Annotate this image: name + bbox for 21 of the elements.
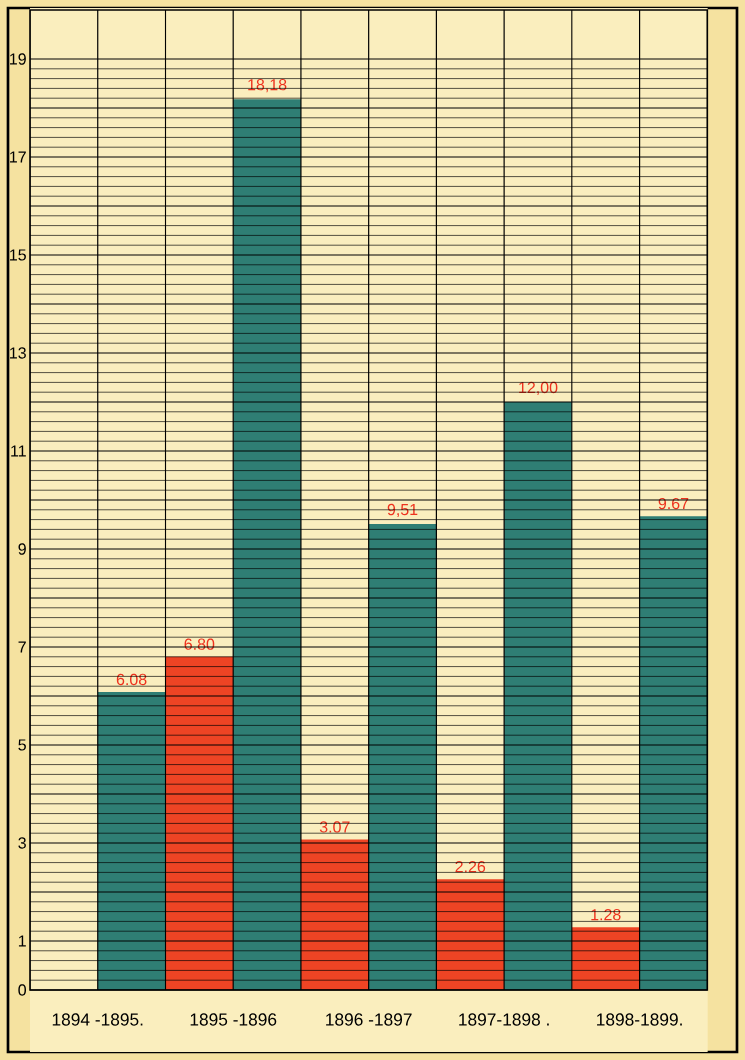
x-tick-label: 1896 -1897 (326, 1013, 412, 1026)
data-label: 3.07 (319, 821, 350, 833)
y-tick-label: 0 (18, 984, 26, 996)
data-label: 9.67 (658, 497, 689, 510)
y-tick-label: 17 (10, 151, 26, 163)
y-tick-label: 7 (18, 641, 26, 653)
y-tick-label: 11 (11, 445, 26, 457)
x-tick-label: 1898-1899. (597, 1013, 682, 1026)
y-tick-label: 19 (10, 53, 26, 65)
y-tick-label: 5 (18, 739, 26, 751)
x-tick-label: 1894 -1895. (52, 1013, 143, 1026)
y-tick-label: 15 (10, 249, 26, 261)
y-tick-label: 1 (18, 935, 26, 947)
y-tick-label: 13 (10, 347, 26, 359)
data-label: 1.28 (591, 909, 621, 921)
x-tick-label: 1897-1898 . (459, 1013, 549, 1026)
x-tick-label: 1895 -1896 (190, 1013, 277, 1026)
data-label: 2.26 (455, 861, 486, 873)
y-tick-label: 9 (18, 543, 26, 555)
data-label: 6.08 (116, 673, 147, 686)
y-tick-label: 3 (18, 837, 26, 849)
